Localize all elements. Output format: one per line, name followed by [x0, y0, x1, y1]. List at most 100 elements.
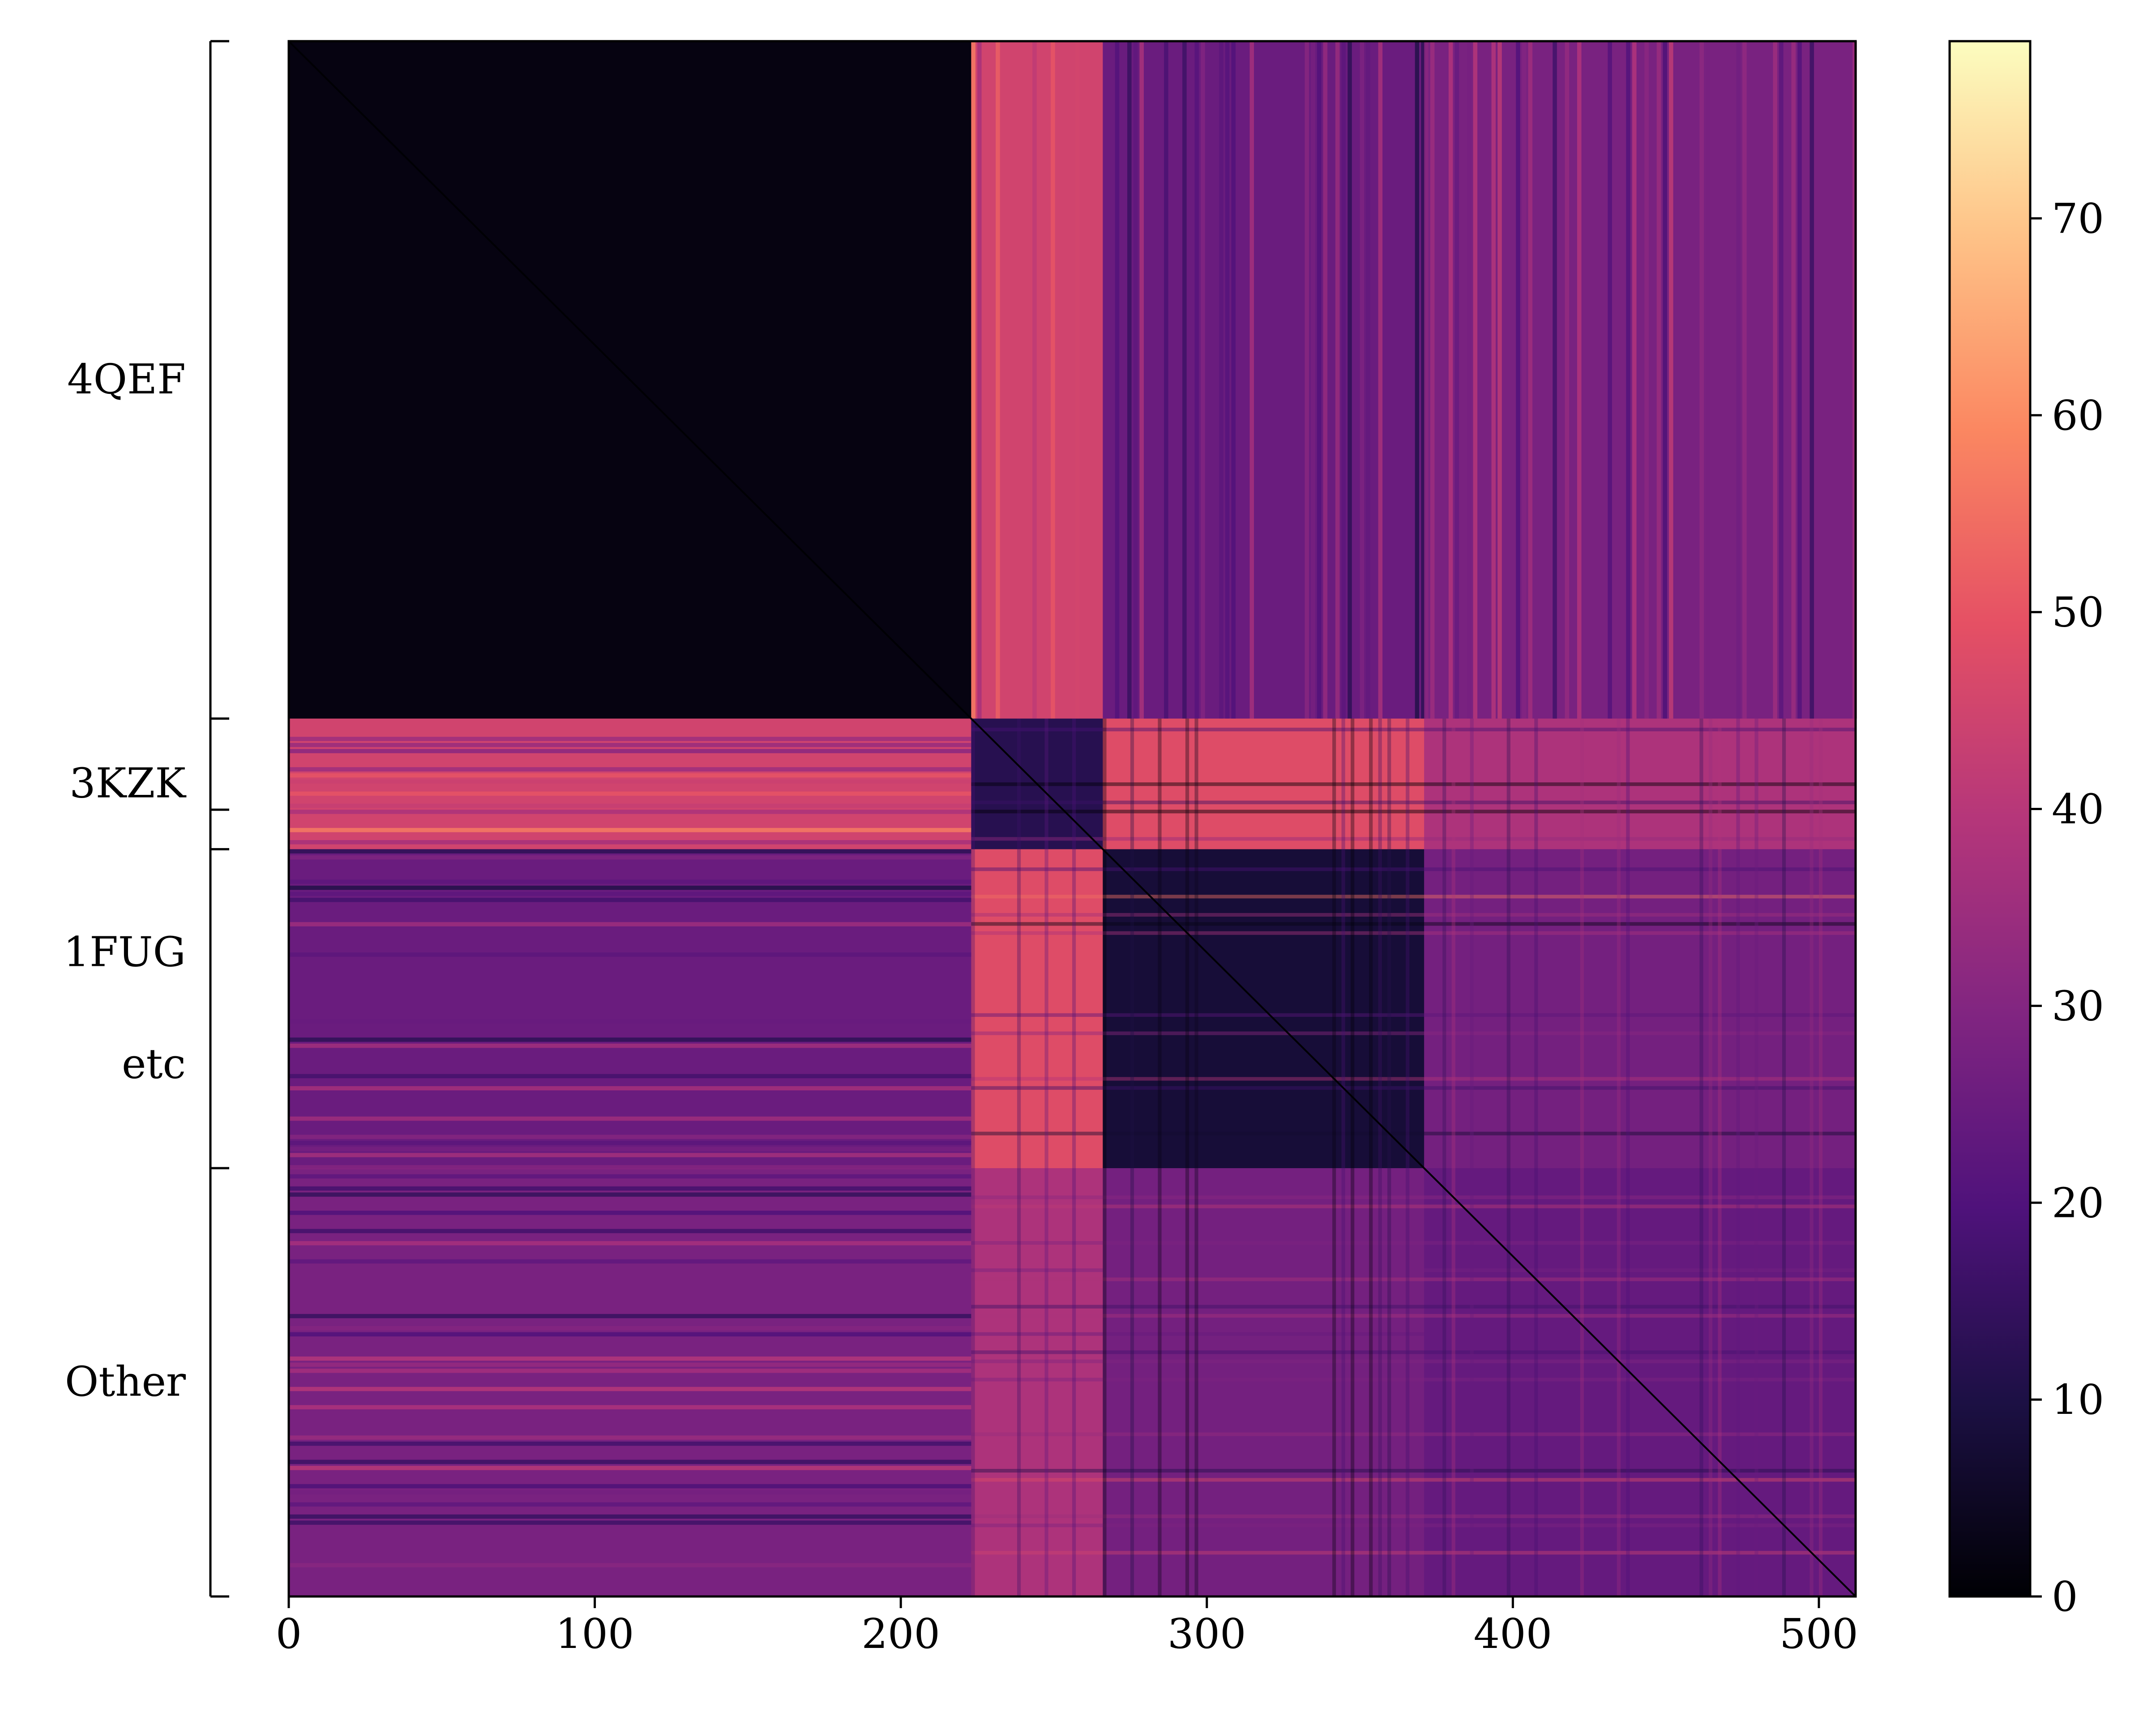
heatmap-stripe [1115, 41, 1120, 719]
heatmap-stripe [1617, 719, 1621, 1596]
heatmap-stripe [1507, 719, 1510, 1596]
colorbar-tick-label: 70 [2052, 195, 2104, 243]
heatmap-stripe [289, 791, 971, 796]
heatmap-stripe [1164, 41, 1168, 719]
heatmap-stripe [1492, 41, 1496, 719]
heatmap-stripe [289, 1192, 971, 1197]
heatmap-stripe [1810, 719, 1813, 1596]
colorbar-tick-label: 50 [2052, 589, 2104, 636]
heatmap-stripe [289, 879, 971, 884]
heatmap-stripe [289, 1229, 971, 1233]
heatmap-stripe [1130, 719, 1134, 1596]
x-axis: 0 100 200 300 400 500 [276, 1596, 1858, 1658]
heatmap-stripe [1219, 41, 1223, 719]
heatmap-stripe [1669, 41, 1673, 719]
heatmap-stripe [1454, 41, 1459, 719]
heatmap-stripe [289, 773, 971, 778]
heatmap-stripe [971, 41, 975, 719]
heatmap-stripe [1072, 719, 1076, 1596]
heatmap-stripe [1342, 41, 1346, 719]
heatmap-stripe [289, 1520, 971, 1525]
heatmap-stripe [289, 1086, 971, 1091]
colorbar: 0 10 20 30 40 50 60 70 [1950, 41, 2104, 1621]
group-label: 1FUG [64, 928, 186, 976]
colorbar-tick-label: 30 [2052, 982, 2104, 1030]
heatmap-stripe [289, 1369, 971, 1373]
heatmap-stripe [1709, 719, 1712, 1596]
heatmap-stripe [1317, 41, 1322, 719]
heatmap-stripe [1497, 41, 1502, 719]
heatmap-stripe [1797, 41, 1802, 719]
heatmap-stripe [1158, 719, 1161, 1596]
heatmap-cell-3-2 [1103, 1168, 1424, 1596]
heatmap-stripe [289, 1211, 971, 1215]
heatmap-stripe [1194, 719, 1198, 1596]
heatmap-stripe [1415, 41, 1420, 719]
heatmap-stripe [1644, 41, 1649, 719]
heatmap-stripe [289, 1153, 971, 1157]
heatmap-cell-0-3 [1424, 41, 1856, 719]
heatmap-cell-3-1 [971, 1168, 1103, 1596]
heatmap-stripe [1369, 719, 1373, 1596]
heatmap-stripe [289, 1135, 971, 1139]
heatmap-stripe [289, 1490, 971, 1494]
heatmap-stripe [289, 1141, 971, 1145]
heatmap-stripe [996, 41, 1000, 719]
heatmap-stripe [289, 1314, 971, 1319]
heatmap-stripe [1626, 719, 1630, 1596]
colorbar-tick-label: 60 [2052, 392, 2104, 440]
heatmap-stripe [1017, 719, 1021, 1596]
heatmap-stripe [1127, 41, 1132, 719]
heatmap-stripe [1075, 41, 1080, 719]
heatmap-stripe [289, 1326, 971, 1331]
heatmap-stripe [1522, 41, 1527, 719]
heatmap-stripe [1736, 41, 1741, 719]
x-tick-label: 0 [276, 1610, 302, 1658]
heatmap-stripe [1782, 719, 1786, 1596]
heatmap-stripe [1467, 41, 1472, 719]
heatmap-stripe [977, 41, 982, 719]
heatmap-stripe [289, 1563, 971, 1567]
heatmap-stripe [289, 1362, 971, 1367]
colorbar-gradient [1950, 41, 2030, 1596]
x-tick-label: 200 [861, 1610, 940, 1658]
heatmap-stripe [1580, 719, 1584, 1596]
heatmap-stripe [971, 719, 975, 1596]
colorbar-tick-label: 40 [2052, 785, 2104, 833]
heatmap-stripe [1351, 719, 1354, 1596]
heatmap-stripe [289, 886, 971, 890]
heatmap-stripe [1699, 719, 1703, 1596]
heatmap-stripe [1387, 719, 1391, 1596]
heatmap-stripe [289, 1187, 971, 1191]
colorbar-tick-label: 0 [2052, 1573, 2078, 1621]
heatmap-stripe [289, 1019, 971, 1024]
heatmap-stripe [289, 1241, 971, 1246]
heatmap-stripe [1736, 719, 1740, 1596]
heatmap-stripe [289, 849, 971, 854]
heatmap-stripe [289, 1387, 971, 1391]
heatmap-stripe [1742, 41, 1747, 719]
heatmap-stripe [1342, 719, 1345, 1596]
group-label: etc [122, 1040, 186, 1088]
heatmap-stripe [1754, 719, 1758, 1596]
heatmap-stripe [1534, 719, 1538, 1596]
heatmap-stripe [1348, 41, 1352, 719]
heatmap-stripe [1663, 41, 1667, 719]
heatmap-stripe [289, 1515, 971, 1519]
heatmap-stripe [1225, 41, 1230, 719]
heatmap-stripe [289, 1484, 971, 1489]
heatmap-stripe [1335, 41, 1340, 719]
heatmap-stripe [289, 1074, 971, 1079]
x-tick-label: 300 [1168, 1610, 1246, 1658]
heatmap-stripe [1449, 41, 1453, 719]
x-tick-label: 500 [1780, 1610, 1858, 1658]
heatmap-stripe [1718, 719, 1721, 1596]
heatmap-stripe [289, 855, 971, 860]
heatmap-stripe [1249, 41, 1254, 719]
heatmap-stripe [289, 1460, 971, 1464]
heatmap-stripe [289, 804, 971, 808]
heatmap-stripe [289, 737, 971, 741]
heatmap-stripe [1791, 41, 1796, 719]
heatmap-stripe [289, 1435, 971, 1440]
heatmap-stripe [1311, 41, 1315, 719]
